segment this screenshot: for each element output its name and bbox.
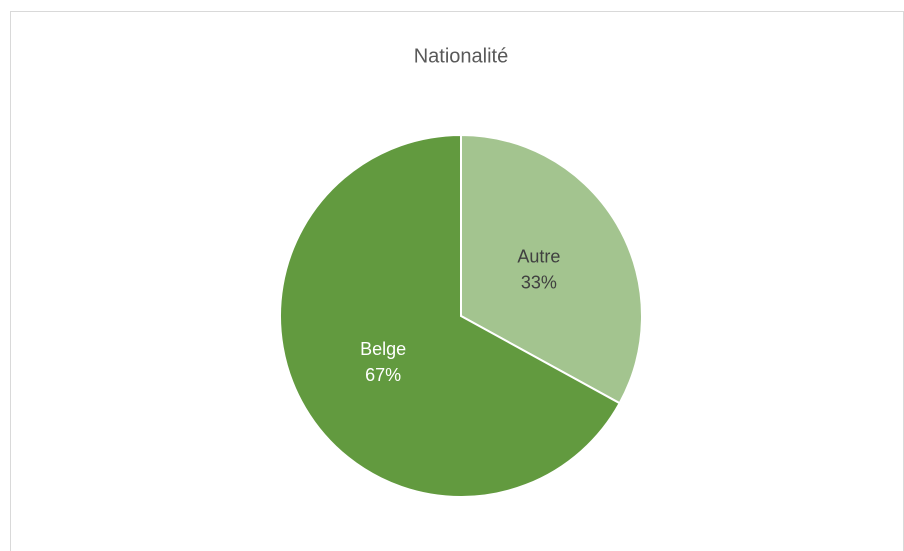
slice-value-label: 33% <box>521 273 557 293</box>
slice-category-label: Belge <box>360 339 406 359</box>
chart-title: Nationalité <box>414 45 509 67</box>
slice-value-label: 67% <box>365 365 401 385</box>
slice-category-label: Autre <box>517 247 560 267</box>
chart: Nationalité Autre 33% Belge 67% <box>0 0 904 551</box>
